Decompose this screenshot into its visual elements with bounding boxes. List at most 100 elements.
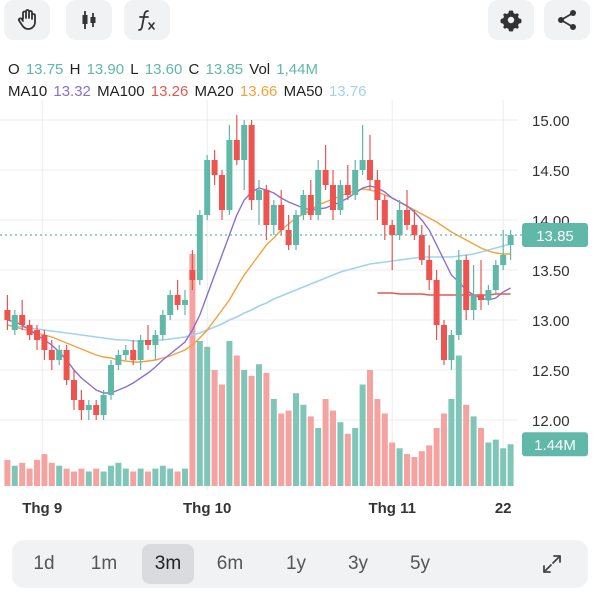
volume-bar: [426, 445, 433, 486]
volume-bar: [122, 468, 129, 486]
volume-bar: [389, 442, 396, 486]
candle-body: [248, 125, 255, 200]
candle-body: [500, 255, 507, 265]
candle-body: [322, 170, 329, 185]
candle-body: [433, 280, 440, 325]
volume-bar: [507, 444, 514, 486]
x-tick-label: Thg 9: [22, 500, 62, 517]
candle-body: [71, 380, 77, 400]
hand-icon: [17, 9, 36, 30]
volume-bar: [307, 416, 314, 486]
candle-body: [130, 350, 137, 360]
candle-body: [411, 225, 418, 235]
volume-bar: [11, 465, 18, 486]
y-tick-label: 15.00: [532, 113, 570, 130]
candle-body: [115, 355, 122, 365]
volume-bar: [174, 471, 181, 486]
volume-bar: [492, 439, 499, 486]
candle-body: [78, 400, 85, 410]
volume-bar: [359, 384, 366, 486]
function-icon: [138, 10, 155, 31]
candle-body: [448, 335, 455, 360]
ohlc-readout: O 13.75 H 13.90 L 13.60 C 13.85 Vol 1,44…: [8, 61, 320, 78]
candle-body: [293, 215, 299, 245]
candle-body: [93, 405, 100, 415]
x-tick-label: Thg 11: [368, 500, 416, 517]
candle-body: [152, 335, 159, 345]
candle-body: [389, 225, 396, 235]
settings-button[interactable]: [488, 0, 534, 40]
volume-bar: [485, 442, 492, 486]
range-tab-5y[interactable]: 5y: [409, 553, 431, 574]
candle-body: [485, 290, 492, 300]
volume-bar: [78, 468, 85, 486]
range-tab-1d[interactable]: 1d: [33, 553, 55, 574]
candle-body: [359, 160, 366, 170]
volume-bar: [100, 471, 107, 486]
candle-body: [256, 190, 262, 200]
volume-bar: [337, 422, 344, 486]
share-icon: [558, 10, 576, 30]
x-tick-label: 22: [495, 500, 512, 517]
candle-body: [137, 340, 144, 360]
volume-value: 1,44M: [276, 61, 318, 78]
indicators-button[interactable]: [124, 0, 170, 40]
y-tick-label: 12.00: [532, 413, 570, 430]
candle-body: [48, 350, 55, 360]
volume-bar: [4, 459, 11, 486]
volume-bar: [278, 413, 285, 486]
volume-bar: [293, 393, 299, 486]
candle-body: [56, 350, 63, 360]
volume-bar: [455, 355, 462, 486]
candle-body: [85, 405, 92, 410]
y-tick-label: 13.00: [532, 313, 570, 330]
volume-bar: [41, 454, 48, 486]
volume-bar: [167, 468, 174, 486]
range-tab-1m[interactable]: 1m: [90, 553, 118, 574]
candle-body: [270, 205, 277, 225]
x-tick-label: Thg 10: [183, 500, 231, 517]
volume-bar: [448, 399, 455, 486]
candle-body: [507, 235, 514, 245]
candle-body: [374, 180, 381, 200]
candle-body: [263, 190, 270, 225]
volume-bar: [396, 448, 403, 486]
range-tab-3m[interactable]: 3m: [142, 544, 194, 584]
price-chart[interactable]: 15.5015.0014.5014.0013.5013.0012.5012.00…: [0, 100, 600, 530]
fullscreen-button[interactable]: [528, 544, 576, 584]
ma100-value: 13.26: [150, 83, 189, 100]
volume-bar: [204, 346, 211, 486]
range-tab-6m[interactable]: 6m: [216, 553, 244, 574]
high-label: H: [69, 61, 81, 78]
candle-body: [300, 195, 307, 215]
open-label: O: [8, 61, 20, 78]
range-tab-1y[interactable]: 1y: [285, 553, 307, 574]
share-button[interactable]: [544, 0, 590, 40]
volume-bar: [137, 468, 144, 486]
range-tab-3y[interactable]: 3y: [347, 553, 369, 574]
candle-body: [404, 210, 410, 225]
candle-body: [455, 260, 462, 335]
volume-bar: [182, 468, 188, 486]
candle-body: [189, 270, 196, 280]
candle-body: [426, 260, 433, 280]
candle-body: [463, 260, 470, 310]
candlestick-icon: [82, 11, 96, 29]
candle-body: [285, 230, 292, 245]
open-value: 13.75: [25, 61, 64, 78]
volume-bar: [152, 468, 159, 486]
candle-body: [26, 325, 33, 335]
candle-body: [315, 170, 322, 215]
drawing-tool-button[interactable]: [4, 0, 50, 40]
candle-body: [11, 315, 18, 330]
volume-bar: [219, 384, 225, 486]
candle-body: [344, 185, 351, 195]
chart-type-button[interactable]: [66, 0, 112, 40]
volume-bar: [56, 465, 63, 486]
candle-body: [41, 335, 48, 350]
volume-bar: [189, 254, 196, 486]
volume-bar: [463, 404, 470, 486]
volume-bar: [48, 462, 55, 486]
candle-body: [337, 185, 344, 210]
candle-body: [241, 125, 248, 160]
